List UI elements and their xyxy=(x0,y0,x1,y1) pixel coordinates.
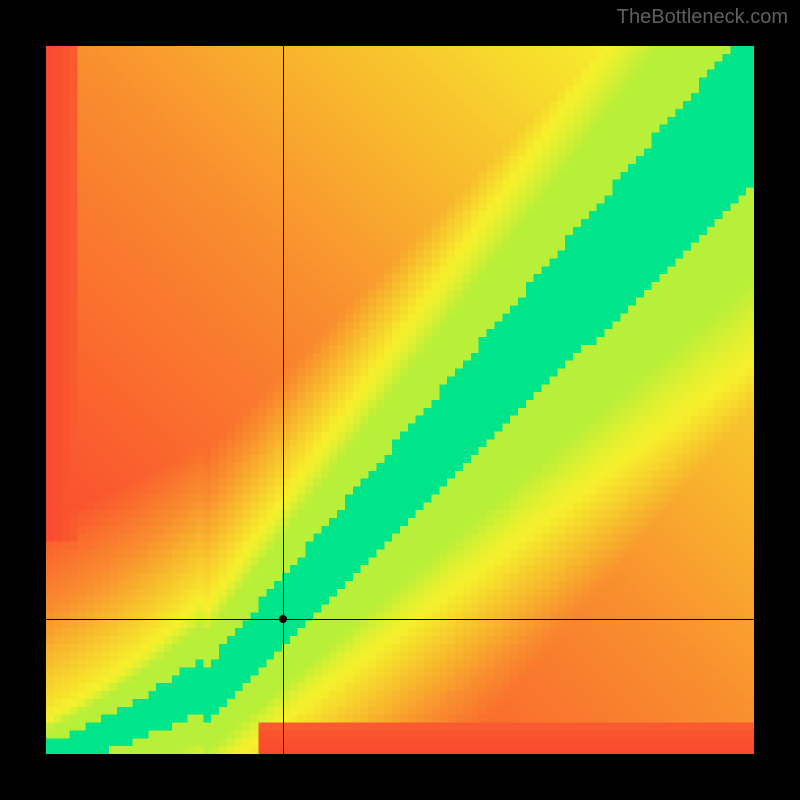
crosshair-dot xyxy=(279,615,287,623)
chart-container: TheBottleneck.com xyxy=(0,0,800,800)
heatmap-canvas xyxy=(46,46,754,754)
watermark-text: TheBottleneck.com xyxy=(617,6,788,29)
plot-area xyxy=(46,46,754,754)
crosshair-horizontal xyxy=(46,619,754,620)
crosshair-vertical xyxy=(283,46,284,754)
